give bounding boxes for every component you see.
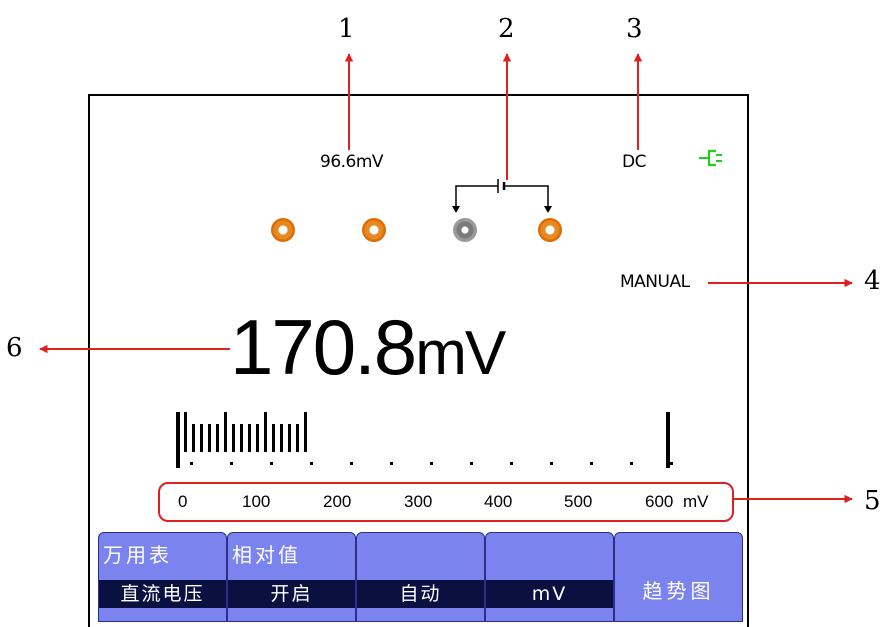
reading-unit: mV	[415, 319, 506, 388]
callout-6: 6	[6, 333, 23, 363]
plug-icon	[699, 149, 722, 167]
softkey-relative[interactable]: 相对值 开启	[227, 532, 356, 622]
reading-value: 170.8	[230, 303, 417, 391]
bar-start-marker	[176, 412, 180, 468]
callout-3: 3	[626, 14, 643, 44]
softkey-value: 自动	[357, 580, 484, 608]
reference-value: 96.6mV	[320, 152, 384, 172]
meter-screen: 96.6mV DC MANUAL 170.8mV 0 100 200 300 4…	[88, 94, 749, 627]
scale-frame	[158, 482, 734, 522]
scale-dot	[390, 462, 393, 465]
bar-segment	[216, 424, 219, 452]
softkey-title: 相对值	[232, 543, 301, 567]
bar-segment	[240, 424, 243, 452]
softkey-title: 万用表	[103, 543, 172, 567]
bar-end-marker	[666, 412, 670, 468]
bar-segment	[272, 424, 275, 452]
scale-dot	[270, 462, 273, 465]
scale-dot	[470, 462, 473, 465]
coupling-indicator: DC	[622, 152, 646, 172]
input-jack	[271, 218, 295, 242]
scale-dot	[310, 462, 313, 465]
com-jack	[453, 218, 477, 242]
softkey-value: 直流电压	[99, 580, 226, 608]
softkey-multimeter[interactable]: 万用表 直流电压	[98, 532, 227, 622]
callout-5: 5	[864, 486, 881, 516]
scale-dot	[430, 462, 433, 465]
scale-label: 500	[564, 492, 593, 511]
bar-segment	[256, 424, 259, 452]
softkey-range[interactable]: 自动	[356, 532, 485, 622]
scale-label: 200	[323, 492, 352, 511]
connection-diagram	[452, 179, 552, 213]
scale-label: 0	[178, 492, 188, 511]
bar-segment	[192, 424, 195, 452]
scale-unit: mV	[683, 492, 709, 511]
scale-label: 100	[242, 492, 271, 511]
bar-segment	[304, 412, 307, 452]
softkey-label: 趋势图	[642, 579, 715, 603]
bar-graph	[176, 412, 673, 468]
scale-dot	[550, 462, 553, 465]
scale-dot	[590, 462, 593, 465]
scale-dot	[230, 462, 233, 465]
bar-segment	[264, 412, 267, 452]
scale-dot	[670, 462, 673, 465]
scale-label: 600	[645, 492, 674, 511]
softkey-value: mV	[486, 580, 613, 608]
input-jack	[362, 218, 386, 242]
input-jack	[538, 218, 562, 242]
bar-segment	[280, 424, 283, 452]
scale-dot	[350, 462, 353, 465]
callout-4: 4	[864, 266, 881, 296]
range-mode: MANUAL	[620, 272, 690, 292]
main-reading: 170.8mV	[230, 308, 506, 388]
bar-segment	[232, 424, 235, 452]
bar-segment	[248, 424, 251, 452]
softkey-value: 开启	[228, 580, 355, 608]
bar-segment	[208, 424, 211, 452]
scale-label: 400	[484, 492, 513, 511]
bar-segment	[224, 412, 227, 452]
bar-segment	[288, 424, 291, 452]
callout-2: 2	[498, 14, 515, 44]
scale-dot	[510, 462, 513, 465]
softkey-unit[interactable]: mV	[485, 532, 614, 622]
callout-1: 1	[338, 14, 355, 44]
soft-menu: 万用表 直流电压 相对值 开启 自动 mV 趋势图	[98, 532, 743, 627]
scale-label: 300	[404, 492, 433, 511]
scale-dot	[630, 462, 633, 465]
bar-segment	[200, 424, 203, 452]
softkey-trend[interactable]: 趋势图	[614, 532, 743, 622]
bar-segment	[296, 424, 299, 452]
scale-dot	[190, 462, 193, 465]
bar-segment	[184, 412, 187, 452]
